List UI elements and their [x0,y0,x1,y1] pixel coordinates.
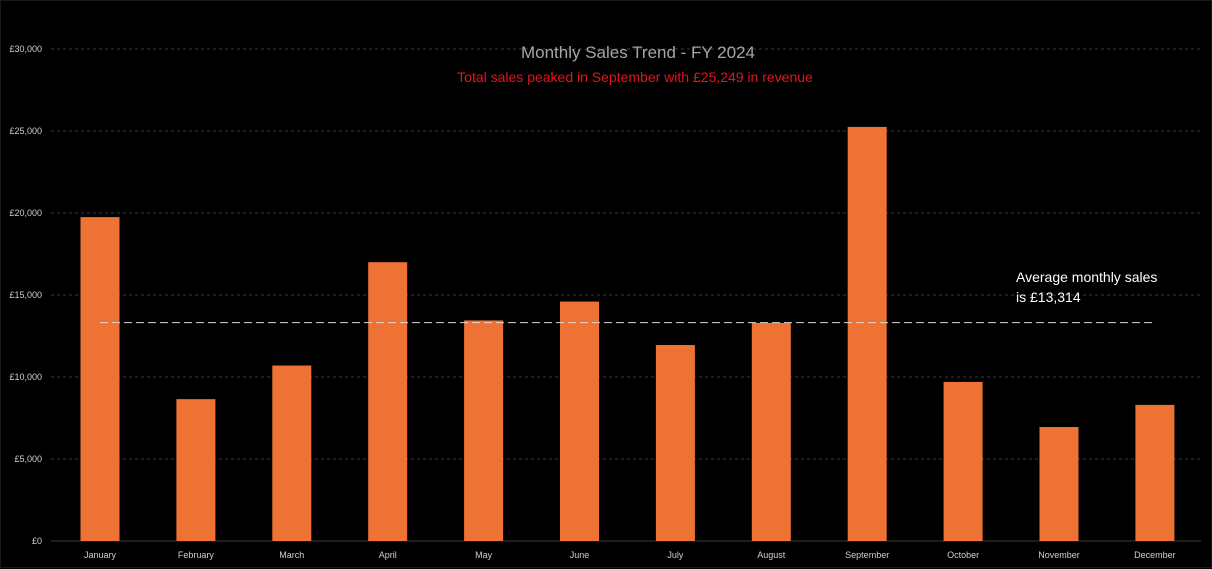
x-tick-label: June [570,550,590,560]
y-tick-label: £5,000 [14,454,42,464]
bar-february [176,399,216,541]
y-tick-label: £10,000 [9,372,42,382]
x-tick-label: April [379,550,397,560]
x-tick-label: January [84,550,117,560]
y-tick-label: £0 [32,536,42,546]
bar-november [1039,427,1079,541]
bar-september [847,126,887,542]
x-tick-label: October [947,550,979,560]
x-tick-label: March [279,550,304,560]
bar-august [751,322,791,541]
bar-july [655,345,695,541]
bar-january [80,217,120,541]
x-tick-label: May [475,550,493,560]
bar-march [272,365,312,541]
y-tick-label: £25,000 [9,126,42,136]
bars [80,126,1175,542]
bar-april [368,262,408,541]
y-axis-ticks: £0 £5,000 £10,000 £15,000 £20,000 £25,000 £30,… [9,44,42,546]
x-tick-label: September [845,550,889,560]
x-axis-ticks: January February March April May June July Augu… [84,550,1176,560]
x-tick-label: February [178,550,215,560]
y-tick-label: £20,000 [9,208,42,218]
bar-june [560,301,599,541]
x-tick-label: July [667,550,684,560]
x-tick-label: December [1134,550,1176,560]
bar-october [943,381,983,541]
bar-december [1135,404,1175,541]
average-label-line2: is £13,314 [1016,289,1081,305]
x-tick-label: November [1038,550,1080,560]
y-tick-label: £15,000 [9,290,42,300]
x-tick-label: August [757,550,786,560]
y-tick-label: £30,000 [9,44,42,54]
chart-title: Monthly Sales Trend - FY 2024 [521,43,755,62]
gridlines [51,48,1201,542]
bar-may [464,320,504,541]
chart-subtitle: Total sales peaked in September with £25… [457,69,813,85]
average-label-line1: Average monthly sales [1016,269,1157,285]
